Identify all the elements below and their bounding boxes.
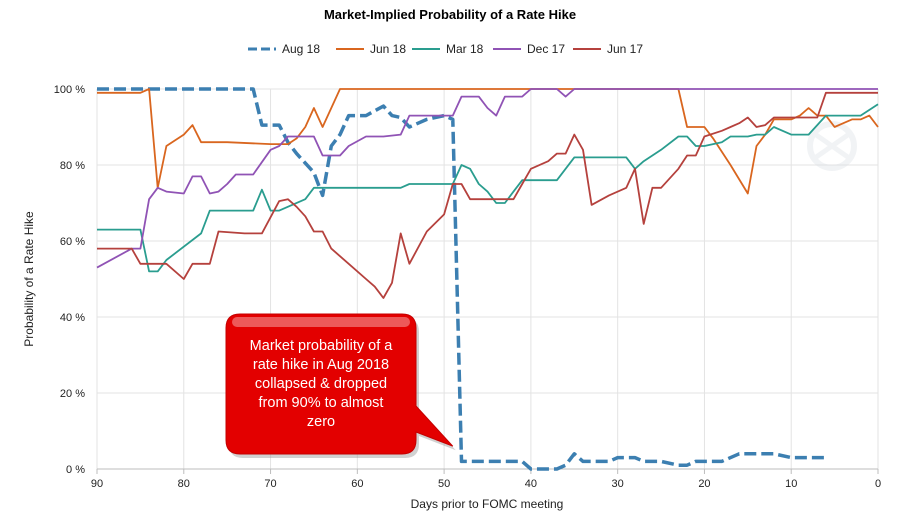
chart-title: Market-Implied Probability of a Rate Hik… — [324, 7, 576, 22]
y-tick-label: 80 % — [60, 160, 85, 172]
x-tick-label: 30 — [612, 478, 624, 490]
x-tick-label: 80 — [178, 478, 190, 490]
watermark-logo — [807, 121, 857, 171]
legend-label: Aug 18 — [282, 42, 320, 56]
x-tick-label: 20 — [698, 478, 710, 490]
legend-label: Dec 17 — [527, 42, 565, 56]
series-line-jun-17 — [97, 91, 878, 299]
y-tick-label: 100 % — [54, 84, 85, 96]
series-group — [96, 87, 879, 471]
legend-label: Mar 18 — [446, 42, 484, 56]
callout-text-line: from 90% to almost — [259, 395, 384, 411]
x-tick-label: 0 — [875, 478, 881, 490]
callout-box — [225, 313, 454, 455]
legend-item[interactable]: Jun 17 — [573, 42, 643, 56]
x-tick-label: 10 — [785, 478, 797, 490]
x-axis-title: Days prior to FOMC meeting — [411, 497, 564, 511]
x-tick-label: 90 — [91, 478, 103, 490]
callout-text-line: collapsed & dropped — [255, 376, 387, 392]
y-tick-label: 60 % — [60, 236, 85, 248]
legend-item[interactable]: Jun 18 — [336, 42, 406, 56]
legend-item[interactable]: Aug 18 — [248, 42, 320, 56]
grid — [96, 88, 879, 470]
legend-item[interactable]: Mar 18 — [412, 42, 484, 56]
legend-label: Jun 18 — [370, 42, 406, 56]
callout-text-line: Market probability of a — [250, 338, 394, 354]
series-line-aug-18 — [97, 87, 826, 471]
x-tick-label: 50 — [438, 478, 450, 490]
series-line-dec-17 — [96, 88, 878, 269]
legend-label: Jun 17 — [607, 42, 643, 56]
callout-text-line: zero — [307, 414, 335, 430]
y-tick-label: 40 % — [60, 312, 85, 324]
callout-highlight — [232, 317, 410, 327]
y-tick-label: 0 % — [66, 464, 85, 476]
series-line-jun-18 — [97, 88, 879, 195]
y-tick-label: 20 % — [60, 388, 85, 400]
x-tick-label: 60 — [351, 478, 363, 490]
annotation-callout: Market probability of a rate hike in Aug … — [225, 313, 456, 458]
x-tick-label: 70 — [264, 478, 276, 490]
legend: Aug 18 Jun 18 Mar 18 Dec 17 Jun 17 — [248, 42, 643, 56]
series-line-mar-18 — [97, 103, 879, 273]
y-axis-title: Probability of a Rate Hike — [22, 211, 36, 347]
axes: 90 80 70 60 50 40 30 20 10 0 0 % 20 % 40 % 60 % 80 % 10… — [54, 84, 881, 490]
x-tick-label: 40 — [525, 478, 537, 490]
legend-item[interactable]: Dec 17 — [493, 42, 565, 56]
callout-text-line: rate hike in Aug 2018 — [253, 357, 389, 373]
